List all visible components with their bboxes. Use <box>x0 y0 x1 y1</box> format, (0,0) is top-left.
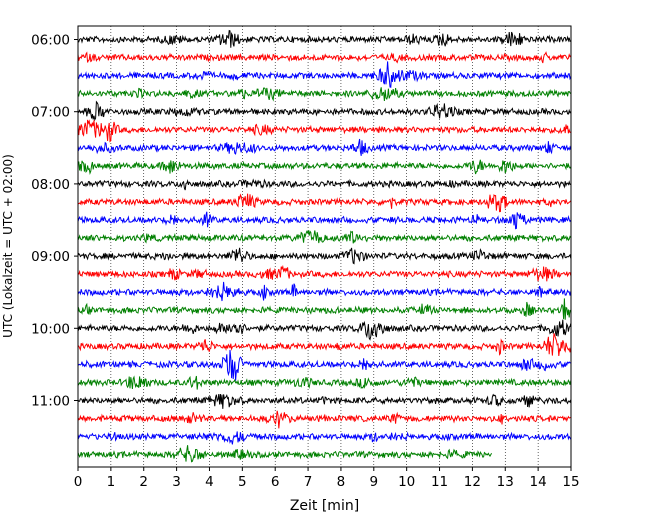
y-tick-label: 10:00 <box>31 321 70 337</box>
x-tick-label: 5 <box>238 474 247 490</box>
trace-line <box>77 375 572 390</box>
trace-line <box>77 211 572 230</box>
seismic-traces <box>77 29 572 463</box>
trace-line <box>77 119 571 143</box>
x-tick-label: 4 <box>205 474 214 490</box>
trace-line <box>77 178 572 191</box>
trace-line <box>77 393 572 409</box>
trace-line <box>77 349 571 381</box>
trace-line <box>77 431 572 445</box>
trace-line <box>77 230 572 244</box>
trace-line <box>77 159 572 176</box>
trace-line <box>77 281 572 302</box>
x-tick-label: 3 <box>172 474 181 490</box>
trace-line <box>77 29 572 48</box>
trace-line <box>77 264 572 282</box>
y-tick-label: 06:00 <box>31 33 70 49</box>
trace-line <box>77 333 572 357</box>
x-tick-label: 9 <box>370 474 379 490</box>
plot-frame <box>77 25 572 468</box>
x-tick-label: 2 <box>139 474 148 490</box>
x-tick-label: 15 <box>562 474 579 490</box>
trace-line <box>77 247 572 265</box>
trace-line <box>77 298 572 320</box>
x-tick-label: 0 <box>74 474 83 490</box>
trace-line <box>77 87 572 102</box>
x-axis-label: Zeit [min] <box>290 498 359 514</box>
trace-line <box>77 100 572 122</box>
trace-line <box>77 410 571 429</box>
y-tick-label: 11:00 <box>31 394 70 410</box>
trace-line <box>77 51 572 64</box>
trace-line <box>77 319 572 341</box>
x-tick-label: 12 <box>464 474 481 490</box>
y-tick-label: 08:00 <box>31 177 70 193</box>
trace-line <box>77 61 572 88</box>
trace-line <box>77 193 572 213</box>
x-tick-label: 8 <box>337 474 346 490</box>
x-tick-label: 10 <box>398 474 415 490</box>
y-axis-label: UTC (Lokalzeit = UTC + 02:00) <box>1 154 15 338</box>
y-tick-label: 07:00 <box>31 105 70 121</box>
trace-line <box>77 445 493 463</box>
x-tick-label: 6 <box>271 474 280 490</box>
x-axis: 0 1 2 3 4 5 6 7 8 9 10 11 12 13 14 15 <box>74 467 580 490</box>
y-axis: 06:00 07:00 08:00 09:00 10:00 11:00 <box>31 33 78 410</box>
x-tick-label: 7 <box>304 474 313 490</box>
x-tick-label: 13 <box>497 474 514 490</box>
x-tick-label: 14 <box>530 474 547 490</box>
x-tick-label: 1 <box>107 474 116 490</box>
x-tick-label: 11 <box>431 474 448 490</box>
trace-line <box>77 138 572 156</box>
y-tick-label: 09:00 <box>31 249 70 265</box>
